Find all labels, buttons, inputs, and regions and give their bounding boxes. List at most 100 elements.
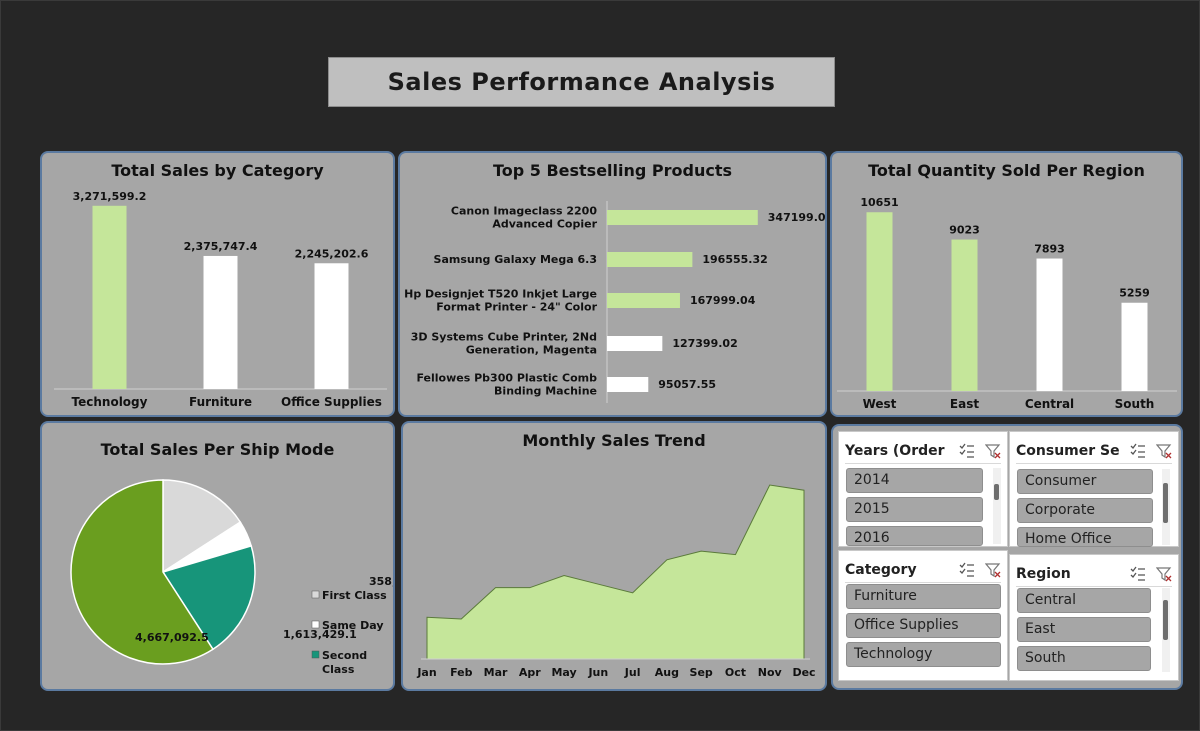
category-bar bbox=[314, 263, 349, 389]
region-data-label: 10651 bbox=[860, 196, 898, 209]
trend-area bbox=[426, 484, 805, 660]
category-bar bbox=[92, 205, 127, 389]
region-slicer: Region Central East South bbox=[1009, 554, 1179, 681]
region-slicer-item[interactable]: Central bbox=[1017, 588, 1151, 613]
product-data-label: 167999.04 bbox=[690, 294, 756, 307]
category-category-label: Office Supplies bbox=[281, 395, 382, 409]
top-products-title: Top 5 Bestselling Products bbox=[492, 161, 733, 180]
legend-label: Same Day bbox=[322, 619, 383, 632]
region-bar bbox=[1121, 302, 1148, 391]
product-category-label: Canon Imageclass 2200 bbox=[451, 205, 597, 218]
category-category-label: Furniture bbox=[189, 395, 252, 409]
legend-swatch bbox=[311, 590, 320, 599]
category-slicer-header: Category bbox=[845, 557, 1001, 583]
legend-label: First Class bbox=[322, 589, 387, 602]
product-category-label: 3D Systems Cube Printer, 2Nd bbox=[411, 331, 597, 344]
category-slicer-item[interactable]: Furniture bbox=[846, 584, 1001, 609]
clear-filter-icon[interactable] bbox=[1156, 443, 1172, 459]
region-quantity-chart: 10651 West 9023 East 7893 Central 5259 South bbox=[837, 196, 1177, 411]
scrollbar-thumb[interactable] bbox=[1163, 483, 1168, 523]
category-data-label: 2,245,202.6 bbox=[295, 247, 369, 260]
segment-slicer-title: Consumer Se... bbox=[1016, 442, 1120, 459]
years-slicer: Years (Order ... 2014 2015 2016 bbox=[838, 431, 1008, 547]
region-category-label: West bbox=[863, 397, 897, 411]
trend-month-label: Feb bbox=[450, 666, 473, 679]
region-quantity-title: Total Quantity Sold Per Region bbox=[868, 161, 1145, 180]
years-slicer-header: Years (Order ... bbox=[845, 438, 1001, 464]
product-data-label: 196555.32 bbox=[702, 253, 767, 266]
trend-month-label: Nov bbox=[758, 666, 783, 679]
product-data-label: 127399.02 bbox=[672, 337, 737, 350]
trend-month-label: Jul bbox=[624, 666, 641, 679]
clear-filter-icon[interactable] bbox=[985, 443, 1001, 459]
category-sales-panel: Total Sales by Category 3,271,599.2 Techn… bbox=[40, 151, 395, 417]
pie-slice bbox=[161, 544, 256, 651]
pie-data-label: 1,613,429.1 bbox=[283, 628, 357, 641]
region-category-label: East bbox=[950, 397, 979, 411]
region-bar bbox=[866, 212, 893, 391]
region-category-label: South bbox=[1115, 397, 1155, 411]
scrollbar-thumb[interactable] bbox=[994, 484, 999, 500]
multi-select-icon[interactable] bbox=[959, 443, 975, 459]
trend-panel: Monthly Sales Trend Jan Feb Mar Apr May Jun Ju… bbox=[401, 421, 827, 691]
trend-month-label: Jan bbox=[416, 666, 436, 679]
years-slicer-item[interactable]: 2015 bbox=[846, 497, 983, 522]
segment-slicer-scrollbar[interactable] bbox=[1162, 469, 1170, 545]
pie-data-label: 4,667,092.5 bbox=[135, 631, 209, 644]
category-data-label: 2,375,747.4 bbox=[184, 240, 258, 253]
pie-slice bbox=[162, 479, 242, 574]
region-category-label: Central bbox=[1025, 397, 1074, 411]
trend-month-label: Mar bbox=[484, 666, 508, 679]
region-bar bbox=[1036, 258, 1063, 391]
segment-slicer-item[interactable]: Consumer bbox=[1017, 469, 1153, 494]
top-products-panel: Top 5 Bestselling Products 347199.008 Can… bbox=[398, 151, 827, 417]
scrollbar-thumb[interactable] bbox=[1163, 600, 1168, 640]
trend-month-label: Aug bbox=[655, 666, 679, 679]
region-slicer-title: Region bbox=[1016, 565, 1071, 582]
segment-slicer-item[interactable]: Home Office bbox=[1017, 527, 1153, 547]
region-data-label: 5259 bbox=[1119, 287, 1150, 300]
multi-select-icon[interactable] bbox=[1130, 443, 1146, 459]
multi-select-icon[interactable] bbox=[1130, 566, 1146, 582]
monthly-trend-chart: Jan Feb Mar Apr May Jun Jul Aug Sep Oct Nov Dec bbox=[416, 484, 816, 679]
trend-month-label: Dec bbox=[792, 666, 815, 679]
pie-data-label: 358,728.7 bbox=[369, 575, 393, 588]
dashboard-title: Sales Performance Analysis bbox=[328, 57, 835, 107]
product-category-label: Advanced Copier bbox=[492, 218, 597, 231]
clear-filter-icon[interactable] bbox=[1156, 566, 1172, 582]
product-bar bbox=[607, 377, 649, 392]
trend-month-label: Jun bbox=[587, 666, 608, 679]
years-slicer-item[interactable]: 2016 bbox=[846, 526, 983, 546]
category-slicer: Category Furniture Office Supplies Techn… bbox=[838, 550, 1008, 681]
legend-label: Class bbox=[322, 663, 355, 676]
category-slicer-item[interactable]: Office Supplies bbox=[846, 613, 1001, 638]
years-slicer-title: Years (Order ... bbox=[845, 442, 949, 459]
category-slicer-title: Category bbox=[845, 561, 917, 578]
region-data-label: 7893 bbox=[1034, 243, 1065, 256]
shipmode-title: Total Sales Per Ship Mode bbox=[100, 440, 335, 459]
clear-filter-icon[interactable] bbox=[985, 562, 1001, 578]
years-slicer-scrollbar[interactable] bbox=[993, 468, 1001, 544]
legend-swatch bbox=[311, 620, 320, 629]
region-bar bbox=[951, 239, 978, 391]
region-slicer-item[interactable]: South bbox=[1017, 646, 1151, 671]
product-category-label: Binding Machine bbox=[494, 385, 597, 398]
trend-month-label: May bbox=[551, 666, 576, 679]
trend-month-label: Sep bbox=[690, 666, 713, 679]
years-slicer-item[interactable]: 2014 bbox=[846, 468, 983, 493]
product-category-label: Generation, Magenta bbox=[466, 344, 597, 357]
category-slicer-item[interactable]: Technology bbox=[846, 642, 1001, 667]
region-quantity-panel: Total Quantity Sold Per Region 10651 West… bbox=[830, 151, 1183, 417]
multi-select-icon[interactable] bbox=[959, 562, 975, 578]
pie-slice bbox=[70, 479, 214, 665]
product-bar bbox=[607, 252, 693, 267]
region-slicer-scrollbar[interactable] bbox=[1162, 588, 1170, 672]
legend-label: Second bbox=[322, 649, 367, 662]
region-slicer-item[interactable]: East bbox=[1017, 617, 1151, 642]
product-bar bbox=[607, 293, 680, 308]
trend-month-label: Oct bbox=[725, 666, 746, 679]
segment-slicer-item[interactable]: Corporate bbox=[1017, 498, 1153, 523]
slicers-panel: Years (Order ... 2014 2015 2016 Consumer… bbox=[831, 424, 1183, 690]
shipmode-panel: Total Sales Per Ship Mode 1,253,298.8358… bbox=[40, 421, 395, 691]
product-bar bbox=[607, 336, 663, 351]
